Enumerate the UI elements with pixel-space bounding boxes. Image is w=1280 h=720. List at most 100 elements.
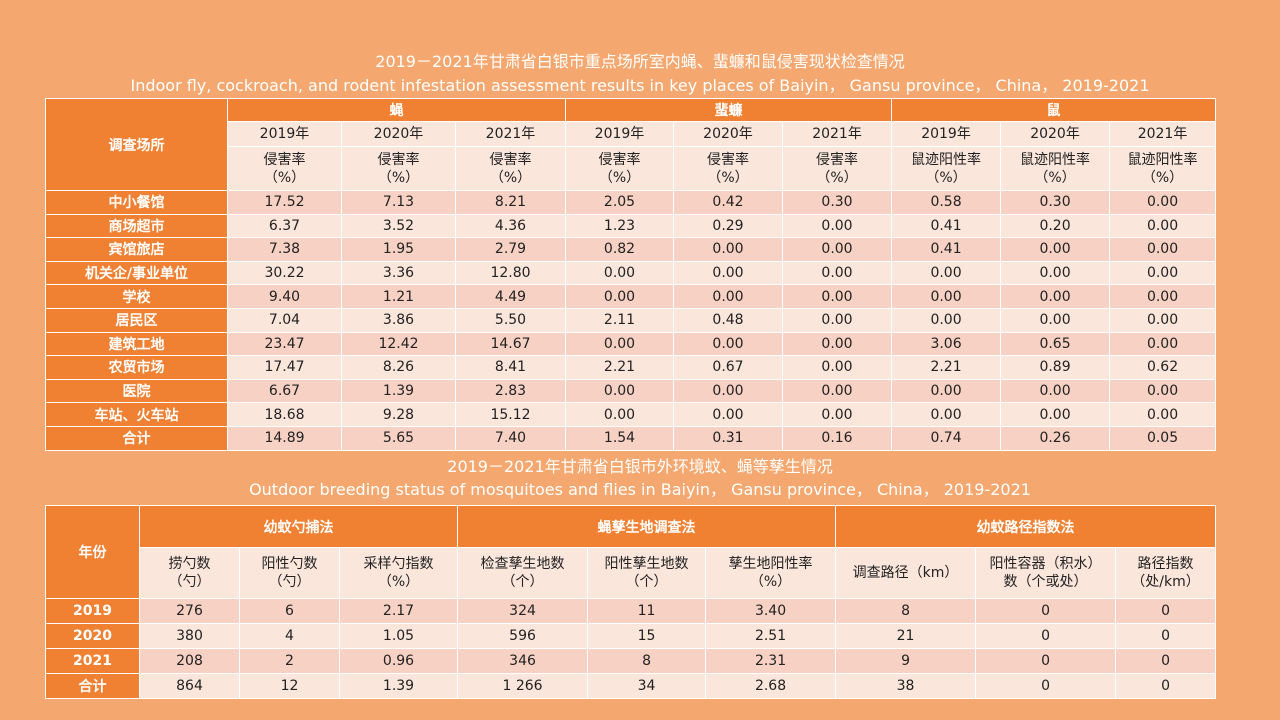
column-unit: （%） (749, 574, 792, 590)
table-cell: 11 (587, 598, 707, 624)
table-cell: 2.79 (455, 237, 566, 262)
row-header: 建筑工地 (45, 331, 228, 357)
table-row: 车站、火车站 18.68 9.28 15.12 0.00 0.00 0.00 0.00 0.00… (45, 402, 1217, 427)
table-cell: 0.00 (891, 284, 1002, 309)
table-cell: 5.50 (455, 307, 566, 333)
table-cell: 12 (239, 673, 340, 699)
table-cell: 1.21 (341, 284, 456, 309)
metric-unit: （%） (598, 169, 641, 186)
table-cell: 0.00 (673, 237, 783, 262)
table-cell: 0.58 (891, 190, 1002, 215)
table-cell: 0.00 (1000, 260, 1111, 286)
column-unit: （个） (625, 574, 668, 590)
table-cell: 0.00 (1109, 260, 1217, 286)
table-cell: 0.89 (1000, 355, 1111, 380)
table-cell: 0.00 (1109, 307, 1217, 333)
year-header: 2020年 (1000, 121, 1111, 147)
table-cell: 3.36 (341, 260, 456, 286)
table-cell: 0.00 (891, 307, 1002, 333)
table-cell: 208 (139, 648, 240, 674)
table-cell: 8.21 (455, 190, 566, 215)
table-cell: 4 (239, 623, 340, 649)
table-cell: 7.13 (341, 190, 456, 215)
table-cell: 3.86 (341, 307, 456, 333)
table-cell: 0.00 (781, 378, 893, 404)
metric-header: 侵害率 （%） (455, 146, 566, 191)
table-cell: 0.41 (891, 213, 1002, 239)
column-label: 调查路径（km） (852, 565, 959, 581)
row-header: 2019 (45, 598, 140, 624)
metric-header: 鼠迹阳性率 （%） (1000, 146, 1111, 191)
table-cell: 0 (1115, 598, 1217, 624)
table-cell: 6 (239, 598, 340, 624)
table-cell: 0.00 (891, 402, 1002, 427)
column-unit: （%） (377, 574, 420, 590)
table-cell: 1.23 (565, 213, 674, 239)
table-cell: 17.52 (227, 190, 342, 215)
column-unit: （个） (501, 574, 544, 590)
table-cell: 0.00 (1109, 331, 1217, 357)
table-cell: 9.28 (341, 402, 456, 427)
table-cell: 380 (139, 623, 240, 649)
row-header: 机关企/事业单位 (45, 260, 228, 286)
table-cell: 0 (1115, 648, 1217, 674)
table-cell: 0.00 (1109, 213, 1217, 239)
table-cell: 6.67 (227, 378, 342, 404)
table-cell: 0.00 (673, 331, 783, 357)
table-cell: 3.52 (341, 213, 456, 239)
table-cell: 0.00 (781, 355, 893, 380)
metric-label: 侵害率 (489, 151, 532, 168)
table-cell: 2.05 (565, 190, 674, 215)
column-header: 路径指数 （处/km） (1115, 547, 1217, 599)
table-cell: 324 (457, 598, 589, 624)
table-cell: 1.39 (338, 673, 459, 699)
table-row: 建筑工地 23.47 12.42 14.67 0.00 0.00 0.00 3.06 0.65 0… (45, 331, 1217, 357)
table-cell: 3.06 (891, 331, 1002, 357)
metric-unit: （%） (1034, 169, 1076, 186)
table-cell: 15 (587, 623, 707, 649)
table-cell: 0.26 (1000, 425, 1111, 451)
table-cell: 0.00 (781, 213, 893, 239)
table-cell: 0.00 (781, 237, 893, 262)
table-cell: 0 (975, 648, 1117, 674)
metric-label: 侵害率 (377, 151, 420, 168)
year-header: 2019年 (227, 121, 342, 147)
table-cell: 0.00 (1109, 378, 1217, 404)
column-header: 孳生地阳性率 （%） (705, 547, 837, 599)
table-cell: 7.04 (227, 307, 342, 333)
row-header: 合计 (45, 673, 140, 699)
row-header: 2020 (45, 623, 140, 649)
table-cell: 0.41 (891, 237, 1002, 262)
table-cell: 346 (457, 648, 589, 674)
column-unit: （勺） (268, 574, 311, 590)
table-row: 合计 864 12 1.39 1 266 34 2.68 38 0 0 (45, 673, 1217, 699)
table-cell: 0.00 (1109, 190, 1217, 215)
metric-header: 侵害率 （%） (781, 146, 893, 191)
year-header: 2020年 (341, 121, 456, 147)
table-cell: 0.74 (891, 425, 1002, 451)
table-cell: 0.00 (891, 378, 1002, 404)
table-cell: 9.40 (227, 284, 342, 309)
column-header: 检查孳生地数 （个） (457, 547, 589, 599)
table-row: 商场超市 6.37 3.52 4.36 1.23 0.29 0.00 0.41 0.20 0.00 (45, 213, 1217, 239)
table-cell: 5.65 (341, 425, 456, 451)
table-cell: 0.00 (565, 331, 674, 357)
column-label: 检查孳生地数 (480, 556, 565, 572)
table-cell: 8 (587, 648, 707, 674)
metric-header: 侵害率 （%） (565, 146, 674, 191)
table-row: 宾馆旅店 7.38 1.95 2.79 0.82 0.00 0.00 0.41 0.00 0.00 (45, 237, 1217, 262)
table-cell: 0.16 (781, 425, 893, 451)
table-cell: 0 (1115, 673, 1217, 699)
table-cell: 0 (1115, 623, 1217, 649)
column-label: 孳生地阳性率 (728, 556, 813, 572)
table-cell: 2.31 (705, 648, 837, 674)
table1-corner-header: 调查场所 (45, 98, 228, 191)
table-cell: 8.41 (455, 355, 566, 380)
table-cell: 14.89 (227, 425, 342, 451)
metric-unit: （%） (816, 169, 858, 186)
column-label: 阳性勺数 (261, 556, 318, 572)
column-header: 阳性容器（积水） 数（个或处） (975, 547, 1117, 599)
column-label: 阳性孳生地数 (604, 556, 689, 572)
row-header: 车站、火车站 (45, 402, 228, 427)
table-cell: 0.00 (1000, 284, 1111, 309)
